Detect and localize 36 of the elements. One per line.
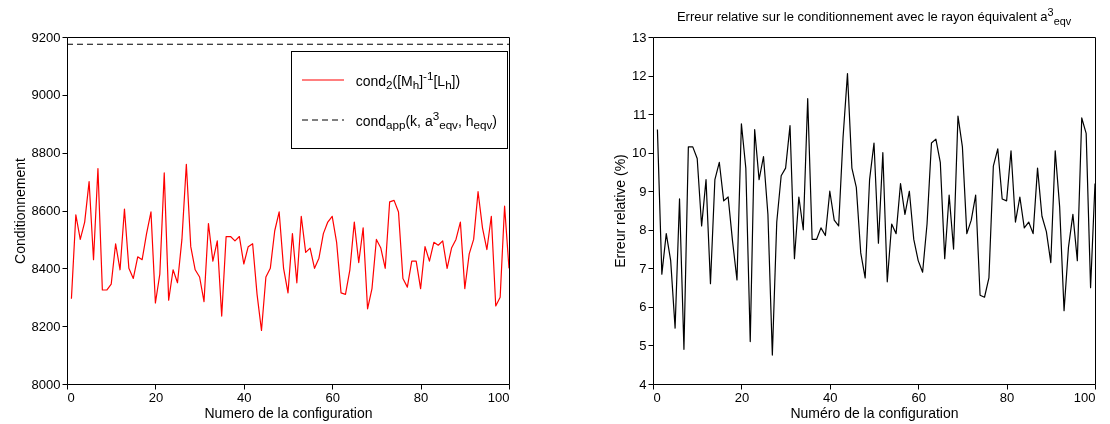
- text: cond$_{2}$([M$_{h}$]$^{-1}$[L$_{h}$]): [355, 68, 461, 92]
- y-tick-label: 4: [639, 376, 647, 392]
- x-tick-label: 60: [911, 389, 926, 405]
- y-tick-label: 8200: [31, 318, 61, 334]
- x-axis-title: Numero de la configuration: [204, 404, 373, 421]
- y-tick-label: 9: [639, 183, 647, 199]
- x-tick-label: 0: [67, 389, 75, 405]
- x-tick-label: 40: [823, 389, 838, 405]
- y-tick-label: 8600: [31, 203, 61, 218]
- y-axis-title: Conditionnement: [11, 157, 28, 264]
- y-tick-label: 10: [632, 145, 647, 161]
- x-tick-label: 80: [999, 389, 1015, 405]
- y-axis-title: Erreur relative (%): [612, 154, 629, 268]
- y-tick-label: 7: [639, 260, 647, 276]
- y-tick-label: 8400: [31, 260, 61, 276]
- y-tick-label: 11: [633, 106, 647, 122]
- y-tick-label: 8: [639, 222, 647, 238]
- y-tick-label: 12: [632, 68, 647, 84]
- x-tick-label: 100: [487, 389, 510, 405]
- x-tick-label: 40: [237, 389, 252, 405]
- x-tick-label: 20: [734, 389, 750, 405]
- y-tick-label: 8800: [31, 145, 61, 161]
- x-tick-label: 0: [653, 389, 661, 405]
- y-tick-label: 9000: [31, 87, 61, 103]
- y-tick-label: 6: [639, 299, 647, 315]
- line-series: [70, 163, 509, 332]
- y-tick-label: 8000: [31, 376, 61, 392]
- x-tick-label: 80: [413, 389, 429, 405]
- x-tick-label: 60: [325, 389, 340, 405]
- y-tick-label: 5: [639, 337, 647, 353]
- x-tick-label: 100: [1073, 389, 1096, 405]
- y-tick-label: 13: [632, 29, 647, 45]
- x-tick-label: 20: [148, 389, 164, 405]
- legend-label: cond$_{app}$(k, a$^{3}$$_{eqv}$, h$_{eqv}$): [355, 108, 497, 132]
- x-axis-title: Numéro de la configuration: [790, 404, 959, 421]
- y-tick-label: 9200: [31, 29, 61, 45]
